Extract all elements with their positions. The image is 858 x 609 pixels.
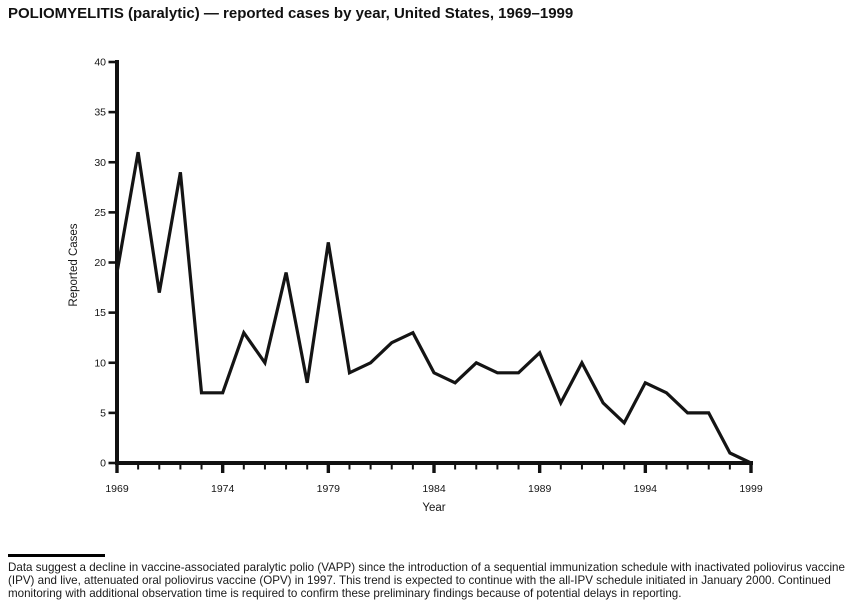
chart-title: POLIOMYELITIS (paralytic) — reported cas…: [8, 5, 574, 22]
x-tick-label: 1969: [105, 483, 129, 495]
y-tick-label: 15: [94, 307, 106, 319]
y-tick-label: 10: [94, 357, 106, 369]
x-tick-label: 1984: [422, 483, 446, 495]
y-tick-label: 35: [94, 107, 106, 119]
x-axis-title: Year: [422, 502, 445, 514]
y-tick-label: 5: [100, 407, 106, 419]
footnote-rule: [8, 554, 105, 557]
footnote-text: Data suggest a decline in vaccine-associ…: [8, 561, 845, 601]
y-axis-title: Reported Cases: [68, 223, 80, 306]
y-tick-label: 40: [94, 57, 106, 69]
reported-cases-line: [115, 151, 752, 465]
x-tick-label: 1989: [528, 483, 552, 495]
y-tick-label: 20: [94, 257, 106, 269]
footnote-block: Data suggest a decline in vaccine-associ…: [8, 554, 854, 601]
y-tick-label: 30: [94, 157, 106, 169]
x-tick-label: 1999: [739, 483, 763, 495]
y-tick-label: 25: [94, 207, 106, 219]
polio-reported-cases-chart: 0 5 10 15 20 25 30 35 40 1969 1974 1979 1984 1989 1994…: [68, 57, 763, 515]
y-tick-label: 0: [100, 458, 106, 470]
x-tick-label: 1974: [211, 483, 235, 495]
x-tick-label: 1979: [317, 483, 341, 495]
x-tick-label: 1994: [634, 483, 658, 495]
